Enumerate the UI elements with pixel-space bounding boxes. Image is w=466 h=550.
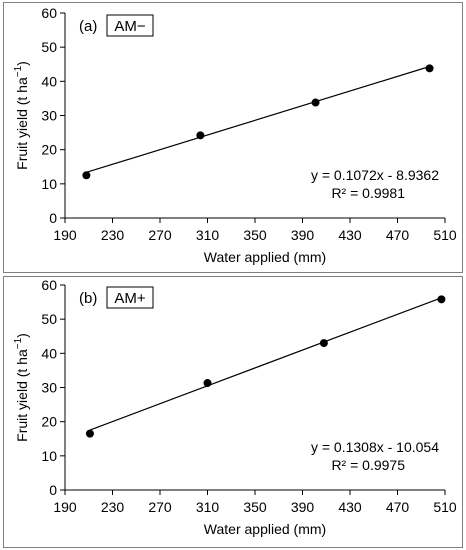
treatment-label: AM+ [114, 290, 146, 307]
chart-a: 0 10 20 30 40 50 60 190 230 270 310 350 390 430 470 510… [13, 5, 457, 265]
y-tick-label: 40 [41, 345, 57, 361]
y-tick-label: 30 [41, 380, 57, 396]
x-tick-label: 230 [101, 499, 125, 515]
regression-equation: y = 0.1072x - 8.9362 [311, 167, 439, 183]
regression-equation: y = 0.1308x - 10.054 [311, 439, 439, 455]
x-tick-label: 430 [338, 227, 362, 243]
data-point [82, 171, 91, 180]
y-tick-label: 0 [49, 210, 57, 226]
trendline [89, 297, 442, 431]
data-point [437, 295, 446, 304]
y-tick-label: 10 [41, 176, 57, 192]
y-axis-label: Fruit yield (t ha−1) [13, 61, 30, 170]
data-point [311, 98, 320, 107]
y-tick-label: 40 [41, 73, 57, 89]
y-tick-label: 0 [49, 482, 57, 498]
y-tick-label: 60 [41, 277, 57, 293]
x-tick-label: 310 [196, 499, 220, 515]
y-axis-label-close: ) [14, 61, 30, 66]
treatment-label-box [106, 14, 154, 37]
r-squared: R² = 0.9975 [331, 457, 405, 473]
y-tick-label: 50 [41, 39, 57, 55]
r-squared: R² = 0.9981 [331, 185, 405, 201]
y-tick-label: 60 [41, 5, 57, 21]
data-point [85, 429, 94, 438]
panel-label: (b) [79, 290, 97, 307]
chart-b: 0 10 20 30 40 50 60 190 230 270 310 350 390 430 470 510… [13, 277, 457, 537]
x-tick-label: 270 [148, 499, 172, 515]
y-axis-label-superscript: −1 [13, 65, 24, 77]
x-tick-label: 230 [101, 227, 125, 243]
chart-panel-b: 0 10 20 30 40 50 60 190 230 270 310 350 390 430 470 510… [3, 276, 463, 548]
y-axis-label: Fruit yield (t ha−1) [13, 333, 30, 442]
data-point [425, 64, 434, 73]
data-point [203, 379, 212, 388]
x-tick-label: 390 [291, 499, 315, 515]
x-tick-label: 350 [243, 499, 267, 515]
x-tick-label: 270 [148, 227, 172, 243]
y-axis-label-main: Fruit yield (t ha [14, 77, 30, 170]
x-tick-label: 310 [196, 227, 220, 243]
y-tick-label: 50 [41, 311, 57, 327]
data-point [196, 131, 205, 140]
y-axis-label-main: Fruit yield (t ha [14, 349, 30, 442]
treatment-label-box [106, 286, 154, 309]
x-tick-label: 190 [53, 499, 77, 515]
x-tick-label: 430 [338, 499, 362, 515]
x-tick-label: 510 [433, 227, 457, 243]
x-tick-label: 350 [243, 227, 267, 243]
x-tick-label: 470 [386, 499, 410, 515]
y-axis-label-superscript: −1 [13, 337, 24, 349]
x-tick-label: 510 [433, 499, 457, 515]
y-tick-label: 30 [41, 108, 57, 124]
trendline [86, 65, 430, 173]
x-axis-label: Water applied (mm) [204, 521, 326, 537]
y-tick-label: 10 [41, 448, 57, 464]
data-point [319, 339, 328, 348]
chart-panel-a: 0 10 20 30 40 50 60 190 230 270 310 350 390 430 470 510… [3, 2, 463, 273]
panel-label: (a) [79, 18, 97, 35]
x-tick-label: 470 [386, 227, 410, 243]
y-tick-label: 20 [41, 142, 57, 158]
y-tick-label: 20 [41, 414, 57, 430]
x-axis-label: Water applied (mm) [204, 249, 326, 265]
y-axis-label-close: ) [14, 333, 30, 338]
treatment-label: AM− [114, 18, 146, 35]
x-tick-label: 190 [53, 227, 77, 243]
x-tick-label: 390 [291, 227, 315, 243]
